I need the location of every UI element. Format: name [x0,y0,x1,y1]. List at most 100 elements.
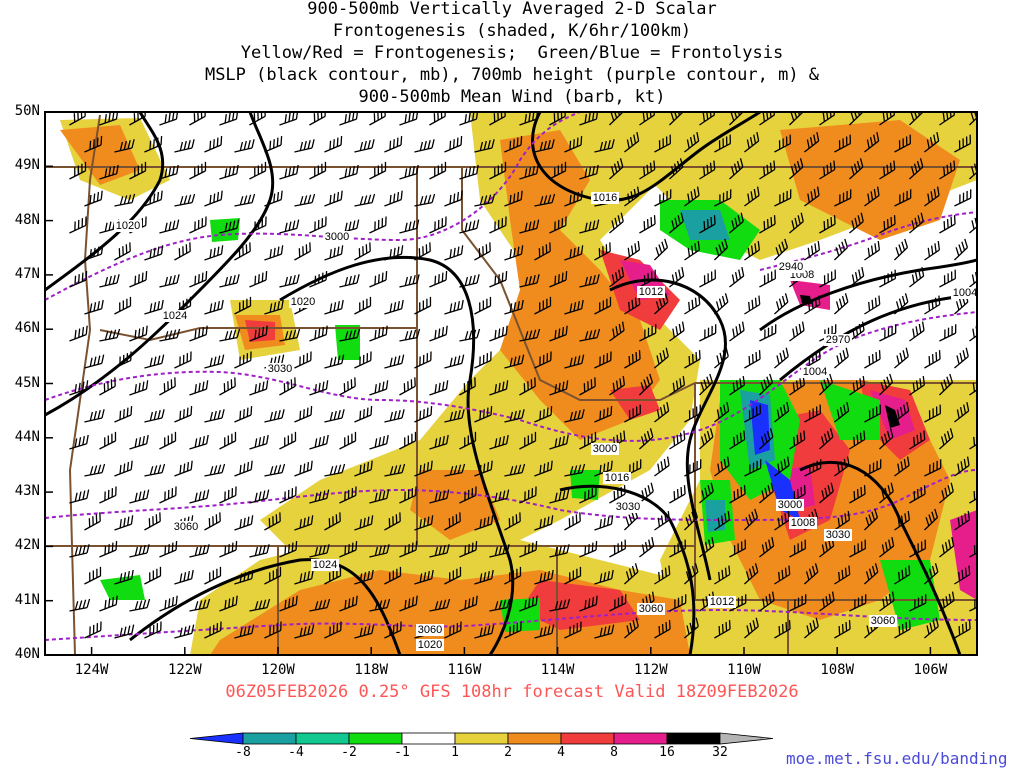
colorbar-swatch [719,732,774,745]
wind-barb [339,328,361,342]
colorbar-label: 8 [610,745,618,760]
wind-barb [699,428,714,450]
height-label-bg [416,624,444,636]
wind-barb [249,489,270,504]
wind-barb [294,569,314,585]
colorbar-swatch [295,732,350,745]
wind-barb [444,354,465,369]
wind-barb [489,380,509,396]
lon-label: 120W [261,662,295,678]
wind-barb [624,132,640,153]
wind-barb [354,296,372,315]
wind-barb [669,267,685,288]
wind-barb [234,139,255,153]
wind-barb [129,544,150,558]
wind-barb [549,489,570,504]
wind-barb [339,595,358,612]
wind-barb [159,219,180,234]
wind-barb [519,377,536,396]
wind-barb [144,136,163,153]
wind-barb [954,402,970,423]
wind-barb [144,190,163,207]
wind-barb [924,404,942,423]
wind-barb [459,486,477,504]
wind-barb [219,112,239,126]
wind-barb [788,112,804,126]
wind-barb [939,482,954,504]
wind-barb [234,193,256,207]
colorbar [189,732,774,745]
wind-barb [339,274,360,288]
height-label-bg [869,615,897,627]
wind-barb [519,219,540,234]
mslp-label-bg [289,296,317,308]
wind-barb [564,190,583,207]
wind-barb [624,241,641,261]
wind-barb [504,354,525,369]
title-line-3: Yellow/Red = Frontogenesis; Green/Blue =… [240,43,784,63]
wind-barb [429,434,449,450]
title-line-5: 900-500mb Mean Wind (barb, kt) [358,87,666,107]
wind-barb [969,489,977,504]
mslp-label: 1012 [639,286,663,298]
wind-barb [909,485,926,504]
wind-barb [159,541,178,558]
height-label: 3030 [268,363,292,375]
wind-barb [549,380,569,396]
wind-barb [729,376,746,396]
title-line-1: 900-500mb Vertically Averaged 2-D Scalar [307,0,717,19]
wind-barb [384,409,405,423]
height-label: 3000 [325,231,349,243]
wind-barb [474,460,493,477]
wind-barb [504,463,526,477]
wind-barb [579,328,601,342]
wind-barb [549,216,567,234]
wind-barb [981,459,1004,476]
wind-barb [99,164,119,180]
wind-barb [459,541,478,558]
wind-barb [474,569,494,585]
wind-barb [174,139,195,153]
credit-url[interactable]: moe.met.fsu.edu/banding [786,749,1008,768]
wind-barb [69,544,90,558]
wind-barb [549,544,570,558]
wind-barb [864,132,880,153]
wind-barb [564,245,584,261]
wind-barb [309,380,329,396]
wind-barb [279,431,297,450]
wind-barb [969,599,977,612]
wind-barb [249,434,269,450]
wind-barb [189,489,210,504]
lat-label: 41N [14,591,40,608]
wind-barb [789,376,806,396]
wind-barb [354,460,373,477]
wind-barb [429,216,447,234]
colorbar-swatch [242,732,297,745]
wind-barb [789,539,807,558]
wind-barb [534,624,555,639]
wind-barb [114,193,136,207]
wind-barb [189,216,207,234]
wind-barb [609,267,625,288]
mslp-label: 1008 [791,517,815,529]
wind-barb [489,598,511,612]
wind-barb [714,189,732,207]
wind-barb [609,539,627,558]
wind-barb [699,537,715,558]
wind-barb [789,158,804,180]
wind-barb [84,409,105,423]
wind-barb [219,431,237,450]
wind-barb [504,566,522,585]
wind-barb [369,325,388,342]
wind-barb [833,238,849,261]
wind-barb [264,409,285,423]
wind-barb [309,271,328,288]
wind-barb [879,269,897,288]
wind-barb [669,485,686,504]
mslp-label: 1004 [803,366,827,378]
wind-barb [429,325,448,342]
wind-barb [939,591,955,612]
wind-barb [979,618,1001,638]
wind-barb [818,373,834,396]
mslp-label-bg [951,287,979,299]
